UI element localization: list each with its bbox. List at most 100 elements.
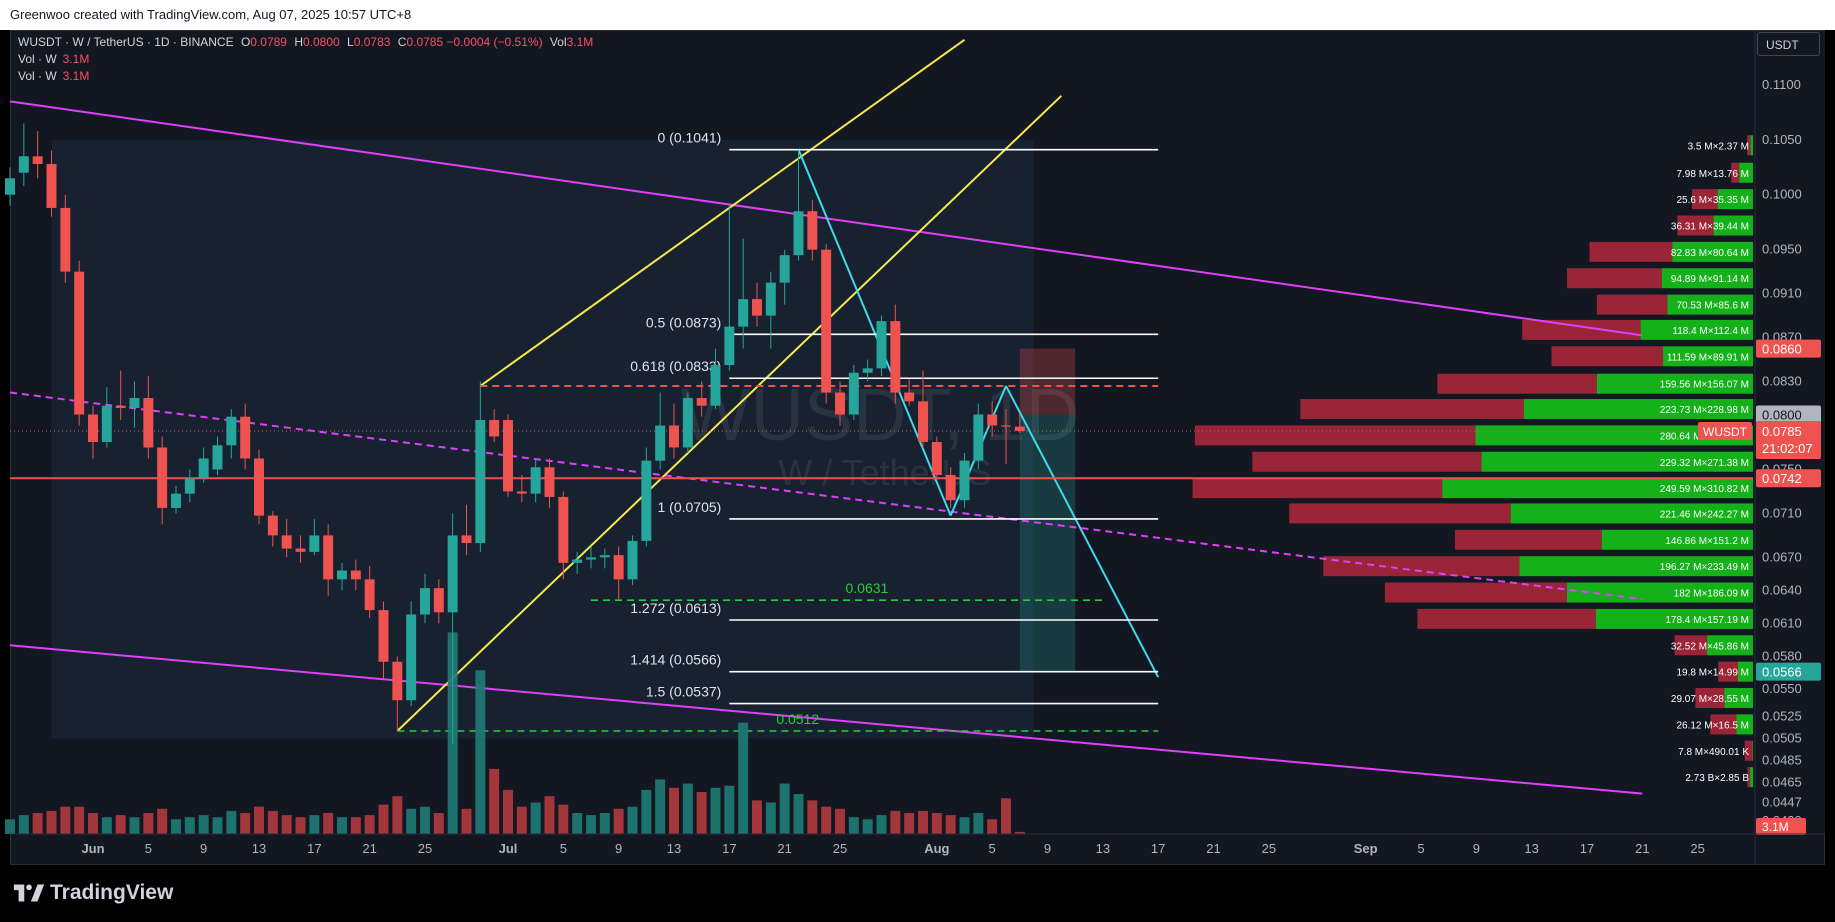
candle-body[interactable] <box>821 249 832 393</box>
candle-body[interactable] <box>807 211 818 250</box>
candle-body[interactable] <box>281 535 292 549</box>
volume-bar <box>1001 798 1011 834</box>
candle-body[interactable] <box>406 614 417 701</box>
candle-body[interactable] <box>890 321 901 393</box>
volume-profile-label: 7.98 M×13.76 M <box>1676 169 1749 180</box>
candle-body[interactable] <box>987 414 998 426</box>
candle-body[interactable] <box>323 535 334 580</box>
candle-body[interactable] <box>710 365 721 406</box>
currency-selector[interactable]: USDT <box>1757 32 1820 56</box>
candle-body[interactable] <box>433 588 444 613</box>
volume-profile-label: 19.8 M×14.99 M <box>1676 668 1749 679</box>
trendline-cyan-leg-1[interactable] <box>797 149 952 516</box>
candle-body[interactable] <box>309 535 320 552</box>
tradingview-brand[interactable]: TradingView <box>12 880 173 906</box>
candle-body[interactable] <box>1001 425 1011 427</box>
candle-body[interactable] <box>226 416 237 446</box>
volume-bar <box>1014 831 1025 834</box>
candle-body[interactable] <box>572 559 583 563</box>
candle-body[interactable] <box>918 401 928 442</box>
candle-body[interactable] <box>489 420 500 437</box>
candle-body[interactable] <box>88 414 98 442</box>
candle-body[interactable] <box>18 156 29 173</box>
candle-body[interactable] <box>558 496 569 563</box>
candle-body[interactable] <box>157 447 168 508</box>
candle-body[interactable] <box>696 398 707 406</box>
candle-body[interactable] <box>129 398 140 408</box>
candle-body[interactable] <box>544 467 555 497</box>
candle-body[interactable] <box>46 163 57 208</box>
candle-body[interactable] <box>350 570 361 580</box>
legend-open: 0.0789 <box>250 35 287 49</box>
candle-body[interactable] <box>765 282 776 316</box>
candle-body[interactable] <box>447 535 458 613</box>
candle-body[interactable] <box>669 425 679 448</box>
attribution-bar: Greenwoo created with TradingView.com, A… <box>0 0 1835 30</box>
candle-body[interactable] <box>586 557 596 560</box>
volume-profile-label: 229.32 M×271.38 M <box>1660 458 1749 469</box>
candle-body[interactable] <box>337 570 347 580</box>
candle-body[interactable] <box>848 372 859 415</box>
position-target-zone[interactable] <box>1019 414 1076 672</box>
candle-body[interactable] <box>378 610 389 662</box>
candle-body[interactable] <box>74 271 85 415</box>
volume-profile-buy-bar <box>1601 529 1753 550</box>
price-tick-label: 0.0580 <box>1762 648 1802 663</box>
candle-body[interactable] <box>641 460 652 541</box>
candle-body[interactable] <box>143 398 154 448</box>
candle-body[interactable] <box>613 555 624 580</box>
candle-body[interactable] <box>101 405 112 442</box>
candle-body[interactable] <box>5 178 15 195</box>
candle-body[interactable] <box>32 156 43 164</box>
trendline-yellow-channel-lower[interactable] <box>396 95 1063 732</box>
legend-volume-row[interactable]: Vol · W 3.1M <box>18 68 593 85</box>
candle-body[interactable] <box>364 579 375 611</box>
candle-body[interactable] <box>240 416 251 459</box>
candle-body[interactable] <box>530 467 541 494</box>
candle-body[interactable] <box>184 478 195 494</box>
candle-body[interactable] <box>931 441 942 475</box>
candle-body[interactable] <box>862 368 873 373</box>
candle-body[interactable] <box>627 540 638 580</box>
position-stop-zone[interactable] <box>1019 348 1076 415</box>
candle-body[interactable] <box>752 299 762 316</box>
candle-body[interactable] <box>267 515 278 536</box>
candle-body[interactable] <box>779 255 790 283</box>
candle-body[interactable] <box>392 661 403 701</box>
legend-volume-row[interactable]: Vol · W 3.1M <box>18 51 593 68</box>
candle-body[interactable] <box>682 398 693 448</box>
candle-body[interactable] <box>171 493 181 508</box>
legend-symbol[interactable]: WUSDT · W / TetherUS · 1D · BINANCE <box>18 35 234 49</box>
candle-body[interactable] <box>1014 426 1025 431</box>
candle-body[interactable] <box>599 555 610 558</box>
candle-body[interactable] <box>835 392 845 415</box>
candle-body[interactable] <box>198 458 209 479</box>
volume-bar <box>821 806 832 834</box>
trendline-yellow-channel-upper[interactable] <box>479 38 966 387</box>
candle-body[interactable] <box>295 548 306 552</box>
candle-body[interactable] <box>516 491 527 494</box>
time-tick-label: 5 <box>989 841 996 856</box>
candle-body[interactable] <box>420 588 430 615</box>
candle-body[interactable] <box>876 321 887 369</box>
candle-body[interactable] <box>461 535 472 544</box>
candle-body[interactable] <box>212 445 223 470</box>
volume-profile-sell-bar <box>1710 714 1737 735</box>
candle-body[interactable] <box>904 392 915 402</box>
candle-body[interactable] <box>793 211 804 256</box>
candle-body[interactable] <box>655 425 666 461</box>
trendline-magenta-lower[interactable] <box>9 644 1643 795</box>
candle-body[interactable] <box>503 420 513 492</box>
candle-body[interactable] <box>115 405 126 408</box>
candle-body[interactable] <box>945 474 956 501</box>
trendline-magenta-mid-dashed[interactable] <box>9 391 1643 601</box>
candle-body[interactable] <box>959 460 970 501</box>
candle-body[interactable] <box>475 420 486 544</box>
trendline-cyan-leg-3[interactable] <box>1005 385 1160 678</box>
candle-body[interactable] <box>973 414 984 461</box>
candle-body[interactable] <box>254 458 264 516</box>
candle-body[interactable] <box>60 207 71 272</box>
candle-body[interactable] <box>724 326 735 366</box>
candle-body[interactable] <box>738 299 749 327</box>
